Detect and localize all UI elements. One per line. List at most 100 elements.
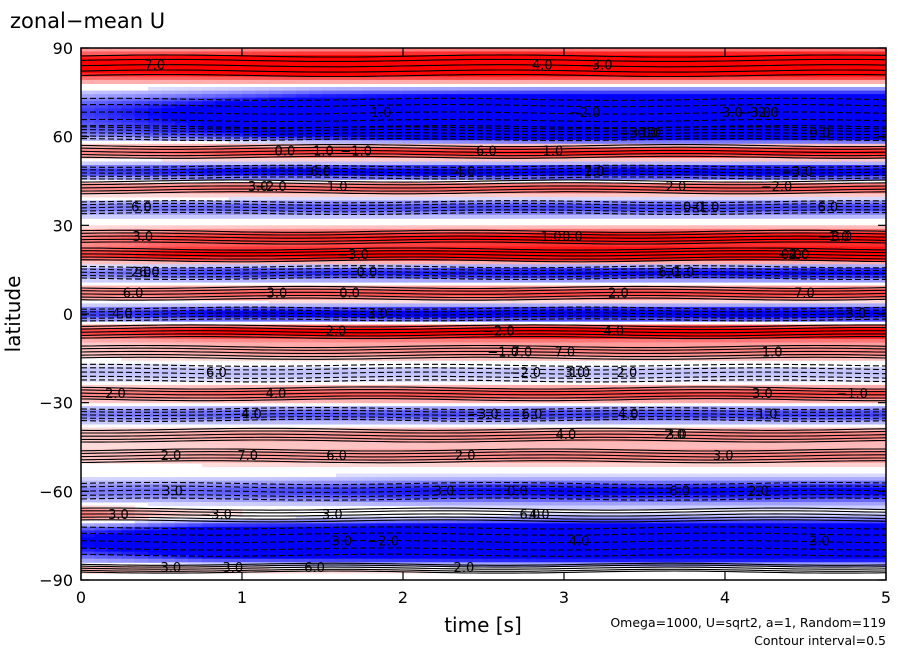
field-cell (322, 299, 337, 304)
field-cell (403, 292, 417, 297)
field-cell (470, 150, 485, 155)
field-cell (590, 175, 605, 180)
field-cell (523, 384, 538, 389)
field-cell (403, 97, 417, 102)
field-cell (376, 246, 391, 251)
field-cell (416, 494, 431, 499)
field-cell (416, 299, 431, 304)
field-cell (496, 69, 511, 74)
field-cell (174, 384, 189, 389)
field-cell (456, 502, 471, 507)
field-cell (121, 228, 136, 233)
field-cell (349, 143, 364, 148)
field-cell (389, 342, 404, 347)
field-cell (510, 434, 525, 439)
field-cell (362, 331, 377, 336)
field-cell (496, 555, 511, 560)
field-cell (550, 384, 565, 389)
field-cell (389, 480, 404, 485)
field-cell (577, 62, 592, 67)
field-cell (403, 388, 417, 393)
field-cell (523, 129, 538, 134)
field-cell (510, 356, 525, 361)
field-cell (590, 207, 605, 212)
field-cell (456, 367, 471, 372)
field-cell (510, 122, 525, 127)
field-cell (483, 434, 498, 439)
field-cell (456, 324, 471, 329)
field-cell (590, 161, 605, 166)
field-cell (577, 278, 592, 283)
field-cell (255, 62, 270, 67)
field-cell (362, 143, 377, 148)
field-cell (523, 494, 538, 499)
field-cell (242, 200, 256, 205)
field-cell (389, 175, 404, 180)
field-cell (362, 243, 377, 248)
field-cell (309, 331, 324, 336)
field-cell (389, 250, 404, 255)
field-cell (121, 79, 136, 84)
field-cell (537, 448, 552, 453)
field-cell (268, 51, 283, 56)
field-cell (443, 356, 458, 361)
field-cell (550, 473, 565, 478)
field-cell (174, 338, 189, 343)
field-cell (282, 409, 297, 414)
field-cell (335, 104, 350, 109)
field-cell (81, 395, 95, 400)
field-cell (322, 314, 337, 319)
field-cell (470, 384, 485, 389)
field-cell (376, 392, 391, 397)
field-cell (228, 246, 243, 251)
field-cell (376, 473, 391, 478)
field-cell (121, 487, 136, 492)
field-cell (577, 416, 592, 421)
field-cell (148, 214, 163, 219)
field-cell (215, 58, 230, 63)
field-cell (376, 477, 391, 482)
field-cell (148, 48, 163, 53)
field-cell (242, 526, 256, 531)
field-cell (510, 214, 525, 219)
field-cell (322, 303, 337, 308)
field-cell (456, 399, 471, 404)
field-cell (362, 299, 377, 304)
field-cell (94, 406, 109, 411)
field-cell (215, 406, 230, 411)
field-cell (550, 555, 565, 560)
field-cell (550, 299, 565, 304)
field-cell (255, 342, 270, 347)
field-cell (456, 97, 471, 102)
field-cell (577, 306, 592, 311)
field-cell (376, 87, 391, 92)
field-cell (403, 246, 417, 251)
field-cell (161, 193, 176, 198)
field-cell (349, 388, 364, 393)
field-cell (94, 69, 109, 74)
field-cell (295, 342, 310, 347)
field-cell (403, 370, 417, 375)
field-cell (255, 225, 270, 230)
field-cell (496, 399, 511, 404)
field-cell (268, 431, 283, 436)
field-cell (81, 477, 95, 482)
field-cell (523, 463, 538, 468)
field-cell (349, 122, 364, 127)
field-cell (161, 204, 176, 209)
field-cell (134, 452, 149, 457)
field-cell (134, 150, 149, 155)
field-cell (228, 115, 243, 120)
field-cell (201, 154, 216, 159)
field-cell (362, 395, 377, 400)
field-cell (94, 186, 109, 191)
field-cell (577, 76, 592, 81)
field-cell (81, 328, 95, 333)
field-cell (322, 250, 337, 255)
field-cell (201, 565, 216, 570)
field-cell (148, 79, 163, 84)
field-cell (483, 455, 498, 460)
field-cell (550, 349, 565, 354)
field-cell (362, 477, 377, 482)
field-cell (107, 441, 122, 446)
